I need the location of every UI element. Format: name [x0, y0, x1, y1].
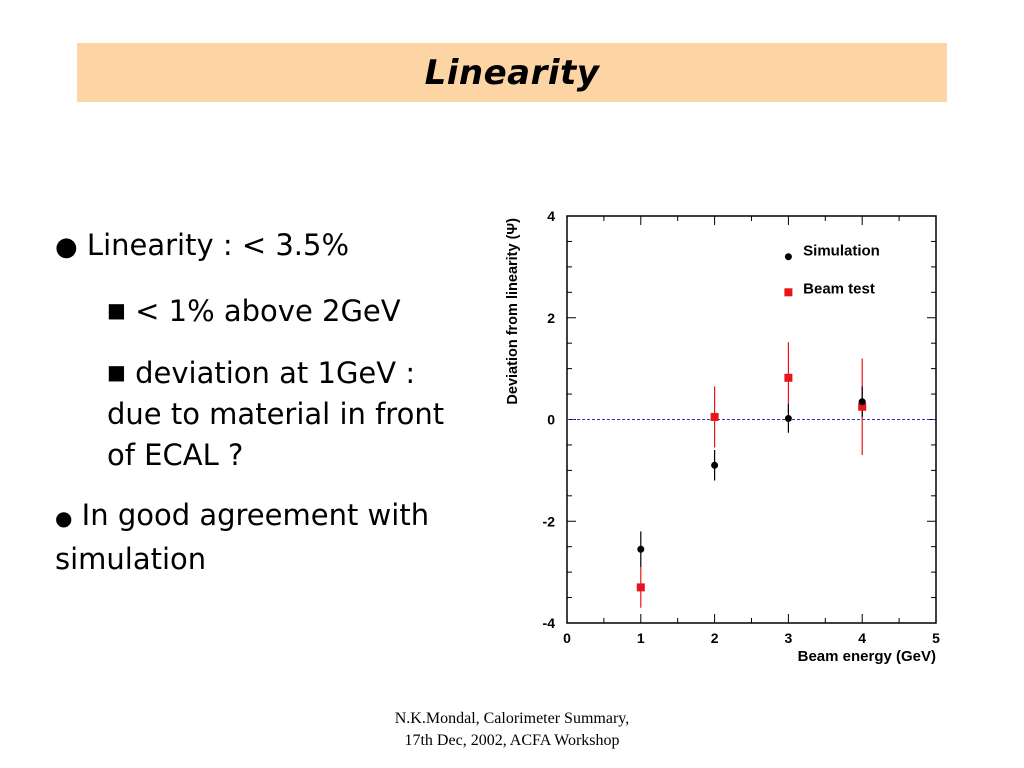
- footer: N.K.Mondal, Calorimeter Summary, 17th De…: [312, 708, 712, 752]
- legend-simulation-label: Simulation: [803, 243, 880, 260]
- linearity-chart: 0 1 2 3 4 5 -4 -2 0 2 4 Beam energy (GeV) Deviation …: [505, 208, 940, 665]
- x-tick-label: 5: [932, 630, 940, 646]
- y-tick-label: 0: [547, 412, 555, 428]
- legend-beam-test-marker: [784, 288, 793, 297]
- beam-test-point: [858, 402, 867, 411]
- bullet-square-icon: ■: [107, 298, 126, 322]
- simulation-point: [858, 398, 866, 406]
- bullet-linearity: ● Linearity : < 3.5%: [55, 225, 349, 268]
- bullet-agreement: ● In good agreement with simulation: [55, 495, 475, 580]
- bullet-text: In good agreement with simulation: [55, 498, 430, 576]
- bullet-text: Linearity : < 3.5%: [86, 228, 350, 262]
- beam-test-point: [784, 373, 793, 382]
- beam-test-point: [636, 583, 645, 592]
- legend-beam-test-label: Beam test: [803, 280, 875, 297]
- bullet-dot-icon: ●: [55, 506, 73, 530]
- x-tick-label: 2: [711, 630, 719, 646]
- sub-bullet-text: deviation at 1GeV : due to material in f…: [107, 356, 445, 472]
- sub-bullet-text: < 1% above 2GeV: [135, 294, 401, 328]
- x-tick-label: 0: [563, 630, 571, 646]
- simulation-point: [784, 414, 792, 422]
- x-tick-label: 4: [858, 630, 866, 646]
- x-tick-label: 1: [637, 630, 645, 646]
- y-tick-label: 2: [547, 310, 555, 326]
- footer-line-1: N.K.Mondal, Calorimeter Summary,: [394, 710, 630, 727]
- sub-bullet-deviation: ■ deviation at 1GeV : due to material in…: [107, 352, 467, 476]
- y-tick-label: 4: [547, 208, 555, 224]
- x-axis-label: Beam energy (GeV): [798, 648, 936, 665]
- y-axis-label: Deviation from linearity (Ψ): [505, 218, 521, 405]
- beam-test-point: [710, 412, 719, 421]
- simulation-point: [711, 461, 719, 469]
- simulation-point: [637, 545, 645, 553]
- y-tick-label: -2: [543, 513, 556, 529]
- y-tick-label: -4: [543, 615, 556, 631]
- sub-bullet-above-2gev: ■ < 1% above 2GeV: [107, 290, 401, 332]
- bullet-square-icon: ■: [107, 360, 126, 384]
- footer-line-2: 17th Dec, 2002, ACFA Workshop: [404, 732, 620, 749]
- legend-simulation-marker: [784, 253, 792, 261]
- bullet-dot-icon: ●: [55, 232, 78, 262]
- slide-title: Linearity: [424, 52, 600, 93]
- title-banner: Linearity: [77, 43, 947, 102]
- x-tick-label: 3: [785, 630, 793, 646]
